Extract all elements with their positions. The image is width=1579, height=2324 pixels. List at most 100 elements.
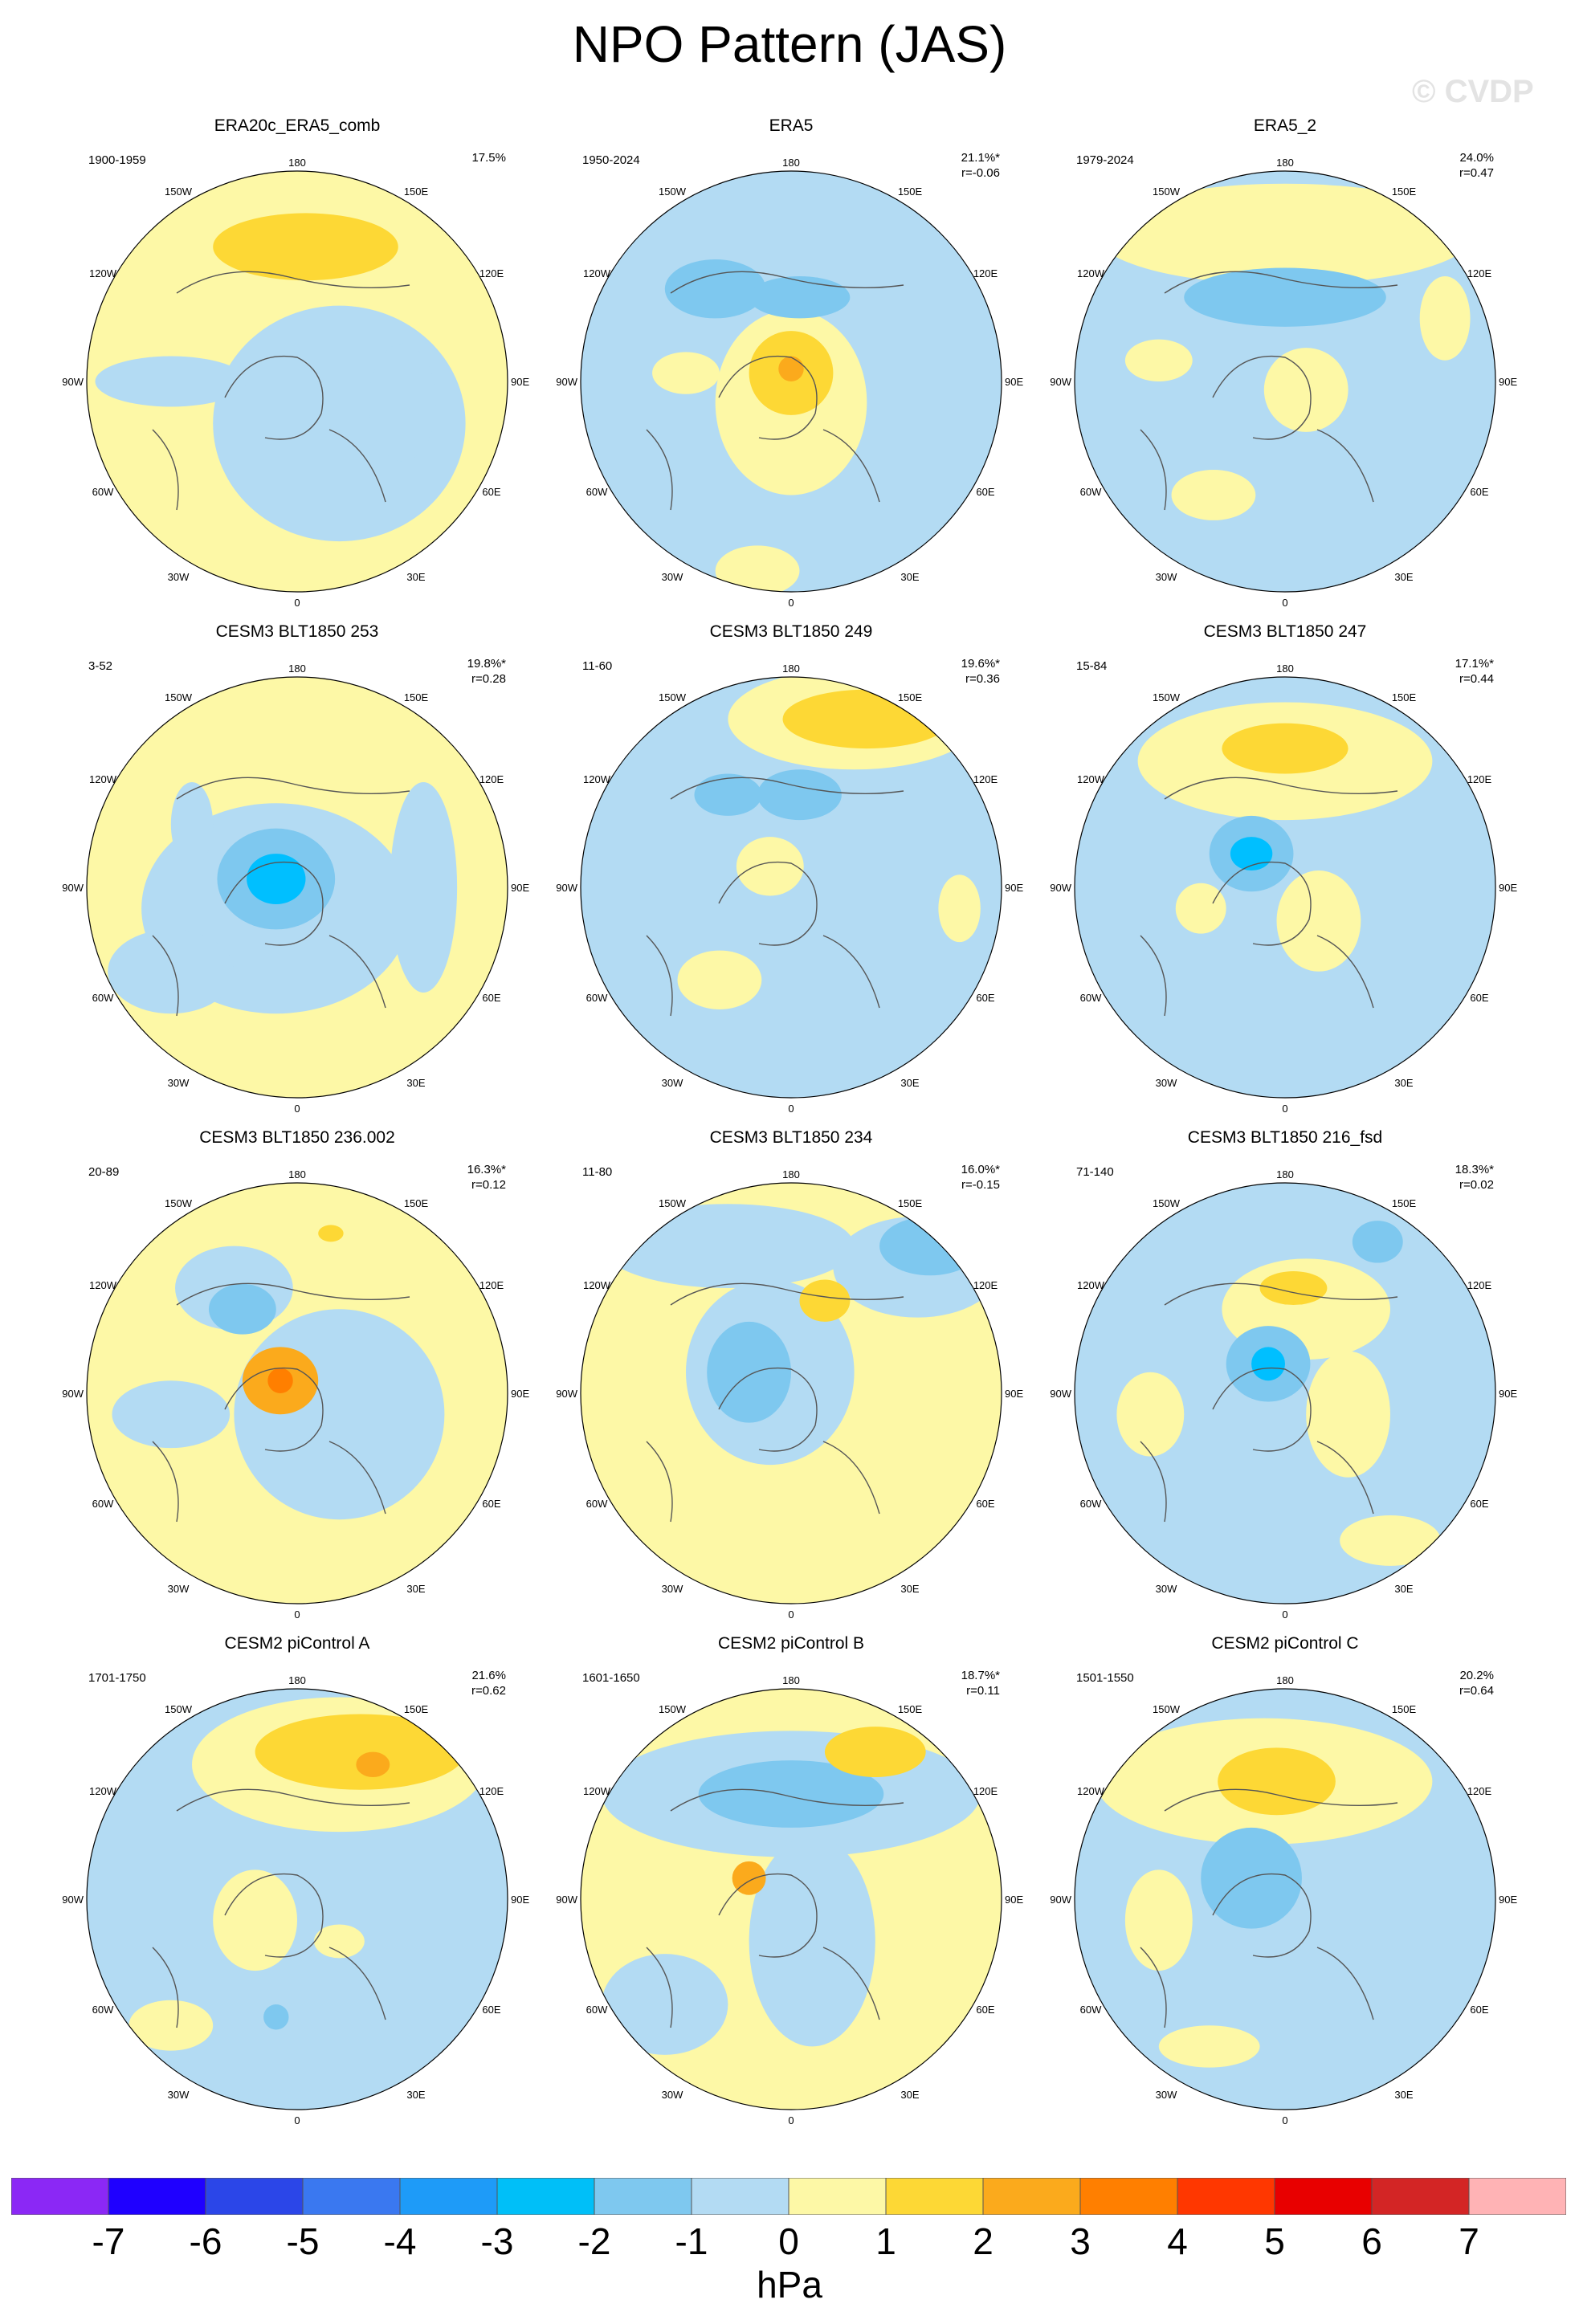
colorbar-swatch: [302, 2178, 401, 2215]
anomaly-region: [1263, 348, 1348, 432]
map-panel: ERA5_2 1979-2024 24.0% r=0.47 180 150W 150E 120…: [1036, 116, 1534, 614]
longitude-label: 0: [788, 1608, 794, 1621]
longitude-label: 150W: [659, 691, 687, 703]
panel-title: CESM2 piControl B: [717, 1634, 865, 1653]
longitude-label: 90E: [511, 1388, 529, 1400]
longitude-label: 180: [288, 157, 306, 169]
longitude-label: 90W: [556, 1388, 577, 1400]
longitude-label: 120E: [973, 267, 998, 279]
longitude-label: 0: [1282, 1103, 1287, 1115]
longitude-label: 150W: [165, 186, 193, 198]
map-panel: ERA20c_ERA5_comb 1900-1959 17.5% 180 150W 150…: [48, 116, 546, 614]
anomaly-center: [1201, 1827, 1302, 1929]
map-panel: CESM3 BLT1850 236.002 20-89 16.3%* r=0.12 18…: [48, 1128, 546, 1626]
panel-years: 71-140: [1076, 1165, 1114, 1179]
coastline: [646, 1788, 904, 2028]
longitude-label: 60W: [92, 486, 114, 498]
anomaly-center: [1251, 1347, 1285, 1381]
longitude-label: 120E: [479, 1279, 504, 1291]
colorbar-tick-labels: -7 -6 -5 -4 -3 -2 -1 0 1 2 3 4 5 6 7: [0, 2220, 1579, 2268]
panel-title: ERA5: [769, 116, 814, 135]
longitude-label: 30W: [662, 1077, 683, 1089]
longitude-label: 60W: [1080, 992, 1102, 1004]
longitude-label: 150E: [1392, 691, 1417, 703]
map-boundary: [1074, 1688, 1496, 2110]
longitude-label: 30E: [900, 571, 919, 583]
map-panel: CESM3 BLT1850 247 15-84 17.1%* r=0.44 180 150…: [1036, 622, 1534, 1120]
longitude-label: 60E: [482, 486, 500, 498]
map-boundary: [86, 170, 508, 593]
longitude-label: 0: [294, 1103, 300, 1115]
longitude-label: 30W: [168, 1077, 190, 1089]
colorbar-tick: -1: [675, 2220, 708, 2262]
longitude-label: 0: [294, 597, 300, 609]
variance-explained: 19.8%*: [467, 657, 506, 671]
panel-variance: 24.0% r=0.47: [1459, 150, 1494, 181]
anomaly-region: [1171, 470, 1256, 520]
longitude-label: 0: [788, 597, 794, 609]
longitude-label: 180: [1276, 663, 1294, 675]
coastline: [646, 1282, 904, 1523]
anomaly-region: [112, 1380, 231, 1449]
anomaly-center: [879, 1216, 981, 1276]
panel-title: CESM3 BLT1850 247: [1203, 622, 1367, 641]
longitude-label: 90E: [1499, 376, 1517, 388]
pattern-correlation: r=0.44: [1459, 672, 1494, 686]
anomaly-center: [799, 1279, 851, 1322]
panel-years: 11-80: [582, 1165, 613, 1179]
anomaly-center: [824, 1727, 926, 1778]
pattern-correlation: r=0.62: [471, 1684, 506, 1698]
longitude-label: 30W: [662, 1583, 683, 1595]
longitude-label: 180: [782, 1168, 800, 1180]
anomaly-center: [694, 773, 762, 816]
longitude-label: 150E: [898, 691, 923, 703]
panel-variance: 18.3%* r=0.02: [1455, 1162, 1494, 1193]
panel-variance: 17.1%* r=0.44: [1455, 656, 1494, 687]
anomaly-region: [170, 782, 214, 866]
anomaly-center: [247, 854, 306, 904]
colorbar: [11, 2178, 1566, 2215]
anomaly-center: [263, 2004, 289, 2030]
panel-years: 20-89: [88, 1165, 120, 1179]
longitude-label: 120E: [973, 1785, 998, 1797]
colorbar-swatch: [982, 2178, 1081, 2215]
anomaly-center: [749, 276, 851, 319]
longitude-label: 90W: [62, 1388, 84, 1400]
longitude-label: 60W: [1080, 486, 1102, 498]
longitude-label: 150E: [898, 1703, 923, 1715]
figure-title: NPO Pattern (JAS): [572, 15, 1007, 73]
longitude-label: 120E: [1467, 1785, 1492, 1797]
anomaly-region: [1158, 2025, 1260, 2068]
panel-variance: 16.3%* r=0.12: [467, 1162, 506, 1193]
longitude-label: 60E: [1470, 1498, 1488, 1510]
coastline: [152, 1282, 410, 1523]
panel-variance: 21.6% r=0.62: [471, 1668, 506, 1698]
longitude-label: 150E: [1392, 186, 1417, 198]
map-panel: CESM3 BLT1850 253 3-52 19.8%* r=0.28 180 150W…: [48, 622, 546, 1120]
polar-map: 180 150W 150E 120W 120E 90W 90E 60W 60E 30W 30E 0: [556, 1168, 1023, 1621]
longitude-label: 120E: [479, 773, 504, 785]
longitude-label: 120E: [1467, 267, 1492, 279]
anomaly-center: [213, 213, 398, 281]
anomaly-region: [108, 929, 235, 1014]
anomaly-region: [715, 545, 800, 592]
anomaly-center: [664, 259, 766, 319]
map-boundary: [86, 1182, 508, 1604]
panel-title: CESM3 BLT1850 216_fsd: [1187, 1128, 1383, 1147]
panel-variance: 21.1%* r=-0.06: [961, 150, 1000, 181]
longitude-label: 90W: [1050, 1388, 1071, 1400]
colorbar-swatch: [108, 2178, 206, 2215]
map-boundary: [580, 1182, 1002, 1604]
panel-variance: 18.7%* r=0.11: [961, 1668, 1000, 1698]
anomaly-region: [369, 343, 436, 462]
longitude-label: 150W: [659, 186, 687, 198]
longitude-label: 30E: [1394, 2089, 1413, 2101]
pattern-correlation: r=0.36: [965, 672, 1000, 686]
anomaly-region: [736, 837, 804, 896]
anomaly-region: [129, 2000, 214, 2051]
panel-title: CESM3 BLT1850 249: [709, 622, 873, 641]
longitude-label: 180: [288, 1168, 306, 1180]
longitude-label: 90W: [1050, 376, 1071, 388]
colorbar-swatch: [1177, 2178, 1275, 2215]
anomaly-center: [1352, 1221, 1403, 1263]
